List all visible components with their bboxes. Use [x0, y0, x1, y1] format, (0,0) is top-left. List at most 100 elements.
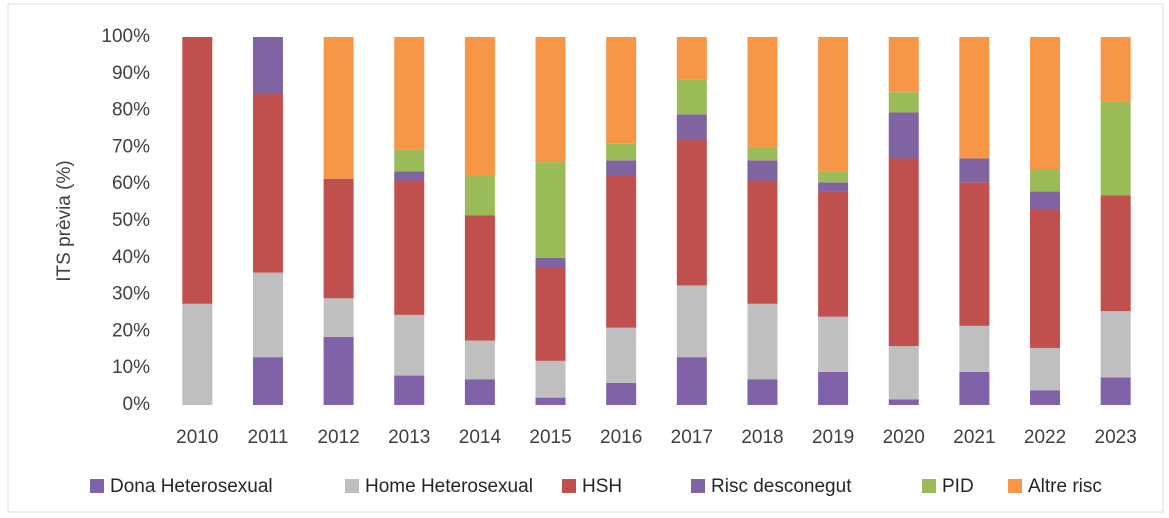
bar-segment — [252, 94, 283, 273]
bar-segment — [676, 37, 707, 80]
bar-segment — [535, 360, 566, 398]
bar-segment — [676, 285, 707, 358]
bar-segment — [747, 160, 778, 181]
x-tick-label: 2018 — [741, 427, 783, 448]
legend-swatch — [1008, 479, 1022, 493]
legend-label: PID — [942, 476, 974, 497]
bar-segment — [959, 158, 990, 183]
bar-segment — [747, 147, 778, 161]
bar-segment — [464, 37, 495, 175]
legend-swatch — [345, 479, 359, 493]
bar-segment — [747, 379, 778, 405]
bar-segment — [182, 37, 213, 304]
bar-segment — [535, 397, 566, 405]
bar-segment — [606, 37, 637, 144]
bar-segment — [394, 149, 425, 172]
bar-segment — [464, 379, 495, 405]
bar-segment — [888, 399, 919, 405]
bar-segment — [1100, 37, 1131, 102]
y-tick-label: 20% — [112, 320, 150, 341]
bar-segment — [464, 340, 495, 380]
legend-label: Risc desconegut — [711, 476, 852, 497]
bar-segment — [818, 182, 849, 192]
y-tick-label: 40% — [112, 247, 150, 268]
bar-segment — [1100, 195, 1131, 312]
bar-segment — [535, 37, 566, 163]
bar-segment — [535, 257, 566, 267]
bar-segment — [252, 37, 283, 95]
bar-segment — [959, 37, 990, 159]
bar-segment — [606, 382, 637, 405]
x-tick-label: 2022 — [1024, 427, 1066, 448]
bar-segment — [676, 357, 707, 405]
x-tick-label: 2021 — [953, 427, 995, 448]
bar-segment — [323, 37, 354, 179]
bar-segment — [464, 175, 495, 216]
bar-segment — [1030, 191, 1061, 210]
bar-segment — [394, 171, 425, 181]
bar-segment — [1100, 377, 1131, 405]
legend-swatch — [90, 479, 104, 493]
bar-segment — [818, 316, 849, 372]
bar-segment — [1100, 101, 1131, 196]
bar-segment — [1030, 169, 1061, 192]
x-tick-label: 2017 — [671, 427, 713, 448]
bar-segment — [606, 327, 637, 383]
bar-segment — [323, 178, 354, 299]
bar-segment — [323, 336, 354, 405]
y-tick-label: 70% — [112, 136, 150, 157]
bar-segment — [1100, 311, 1131, 378]
bar-segment — [606, 160, 637, 175]
bar-segment — [676, 114, 707, 141]
x-tick-label: 2023 — [1095, 427, 1137, 448]
bar-segment — [818, 171, 849, 183]
bar-segment — [535, 162, 566, 258]
x-tick-label: 2020 — [883, 427, 925, 448]
legend-label: HSH — [582, 476, 622, 497]
x-tick-label: 2010 — [176, 427, 218, 448]
y-tick-label: 80% — [112, 100, 150, 121]
bar-segment — [606, 175, 637, 328]
y-axis-title: ITS prèvia (%) — [54, 160, 75, 281]
bar-segment — [888, 92, 919, 113]
y-tick-label: 30% — [112, 284, 150, 305]
bar-segment — [818, 37, 849, 172]
bar-segment — [959, 371, 990, 405]
bar-segment — [888, 112, 919, 159]
x-tick-label: 2013 — [388, 427, 430, 448]
bar-segment — [394, 180, 425, 315]
bar-segment — [1030, 390, 1061, 405]
legend-label: Home Heterosexual — [365, 476, 533, 497]
y-tick-label: 50% — [112, 210, 150, 231]
bar-segment — [1030, 209, 1061, 348]
bar-segment — [959, 182, 990, 326]
bar-segment — [394, 375, 425, 405]
bar-segment — [1030, 347, 1061, 391]
bar-segment — [747, 180, 778, 304]
bar-segment — [747, 303, 778, 380]
bar-segment — [747, 37, 778, 148]
x-tick-label: 2012 — [317, 427, 359, 448]
legend-swatch — [922, 479, 936, 493]
bar-segment — [959, 325, 990, 372]
bar-segment — [676, 140, 707, 286]
chart-border — [7, 3, 1164, 513]
x-tick-label: 2011 — [248, 427, 289, 448]
bar-segment — [888, 158, 919, 347]
bar-segment — [818, 371, 849, 405]
legend-label: Altre risc — [1028, 476, 1102, 497]
bar-segment — [464, 215, 495, 341]
bar-segment — [676, 79, 707, 115]
legend-label: Dona Heterosexual — [110, 476, 273, 497]
y-tick-label: 0% — [123, 394, 151, 415]
bar-segment — [606, 143, 637, 161]
y-tick-label: 100% — [101, 26, 150, 47]
bar-segment — [394, 314, 425, 376]
bar-segment — [182, 303, 213, 405]
x-tick-label: 2016 — [600, 427, 642, 448]
bar-segment — [252, 272, 283, 358]
bar-segment — [252, 357, 283, 405]
x-tick-label: 2014 — [459, 427, 502, 448]
bar-segment — [535, 267, 566, 361]
